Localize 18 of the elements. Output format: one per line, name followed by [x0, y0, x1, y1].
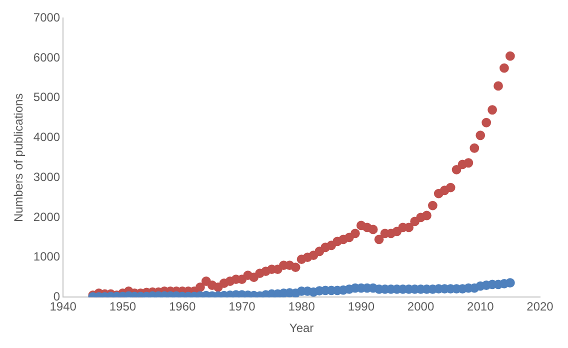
y-tick-label: 2000 [33, 210, 60, 224]
y-tick-label: 3000 [33, 170, 60, 184]
x-tick-label: 2000 [407, 300, 434, 314]
x-tick-label: 1950 [109, 300, 136, 314]
y-tick-label: 5000 [33, 90, 60, 104]
y-axis-title: Numbers of publications [12, 93, 26, 222]
x-tick-label: 2010 [467, 300, 494, 314]
y-tick-label: 6000 [33, 50, 60, 64]
x-axis-title: Year [289, 321, 314, 336]
y-tick-label: 7000 [33, 10, 60, 25]
x-tick-label: 1990 [348, 300, 375, 314]
y-tick-label: 4000 [33, 130, 60, 144]
x-tick-label: 1940 [50, 300, 77, 314]
x-tick-label: 1970 [228, 300, 256, 314]
x-tick-label: 2020 [526, 300, 554, 314]
x-tick-label: 1980 [288, 300, 316, 314]
x-tick-label: 1960 [168, 300, 196, 314]
y-tick-label: 1000 [33, 250, 60, 264]
